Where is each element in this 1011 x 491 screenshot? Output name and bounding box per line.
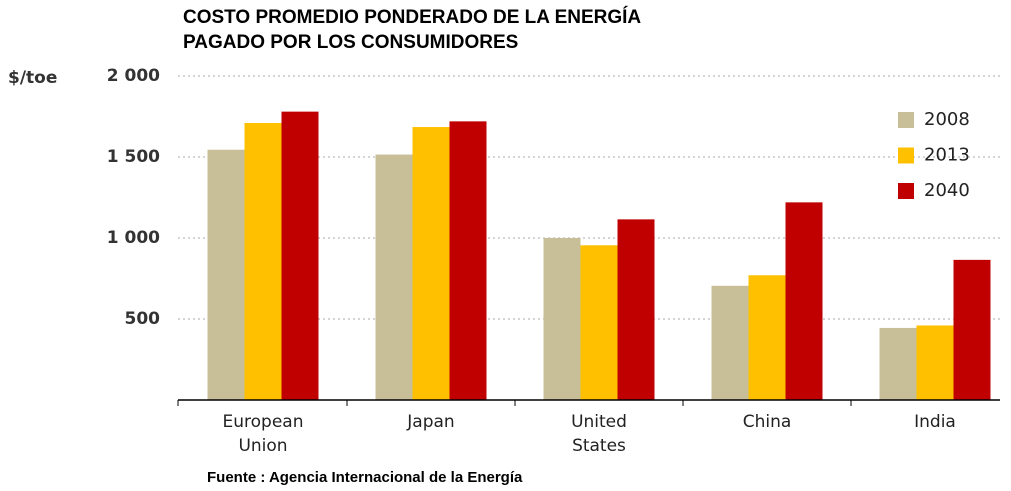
- bar: [617, 219, 655, 400]
- bar: [543, 238, 581, 400]
- bar: [953, 259, 991, 400]
- x-tick-label: European Union: [222, 412, 304, 456]
- bar: [748, 275, 786, 400]
- y-tick-label: 1 500: [107, 147, 160, 167]
- bar: [916, 325, 954, 400]
- x-tick-label: India: [914, 412, 956, 432]
- x-tick-label: United States: [571, 412, 627, 456]
- bar: [412, 127, 450, 400]
- source: Fuente : Agencia Internacional de la Ene…: [207, 469, 523, 486]
- legend-swatch: [898, 112, 914, 128]
- legend-label: 2008: [924, 109, 970, 130]
- chart-title: COSTO PROMEDIO PONDERADO DE LA ENERGÍA: [183, 6, 641, 28]
- legend-label: 2040: [924, 180, 970, 201]
- bar: [244, 122, 282, 400]
- bar: [375, 154, 413, 400]
- bar: [207, 149, 245, 400]
- bar: [785, 202, 823, 400]
- bar: [711, 285, 749, 400]
- legend-label: 2013: [924, 145, 970, 166]
- bar: [580, 245, 618, 400]
- legend-swatch: [898, 183, 914, 199]
- legend-swatch: [898, 147, 914, 164]
- y-tick-label: 2 000: [107, 66, 160, 86]
- bar: [879, 327, 917, 400]
- y-tick-label: 1 000: [107, 228, 160, 248]
- chart-title: PAGADO POR LOS CONSUMIDORES: [183, 32, 518, 53]
- bar: [281, 111, 319, 400]
- y-tick-label: 500: [125, 309, 161, 329]
- x-tick-label: China: [742, 412, 792, 432]
- y-axis-label: $/toe: [8, 68, 57, 88]
- x-tick-label: Japan: [407, 412, 455, 432]
- bar: [449, 121, 487, 401]
